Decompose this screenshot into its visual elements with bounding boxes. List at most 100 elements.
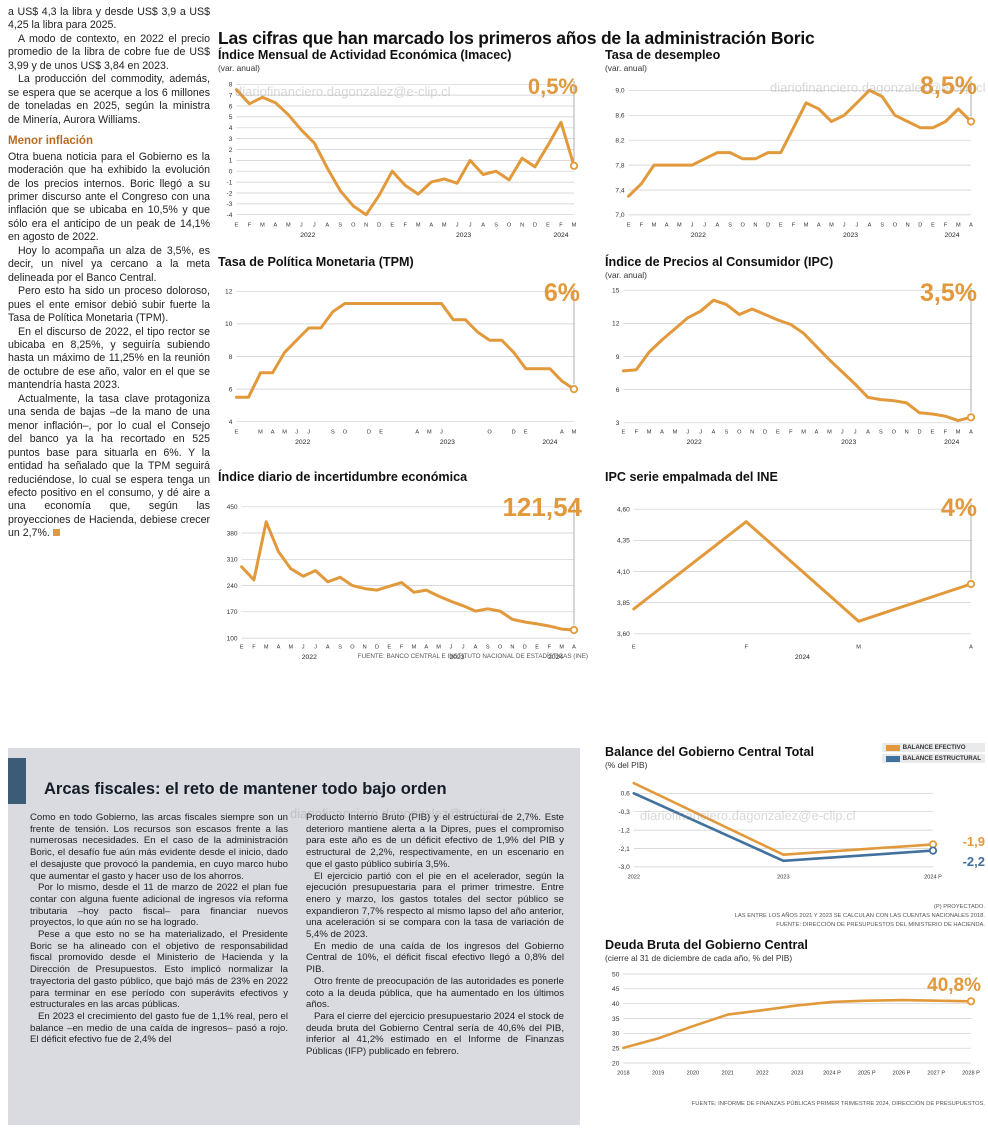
svg-text:10: 10 <box>225 322 233 329</box>
svg-text:A: A <box>560 430 564 436</box>
svg-text:N: N <box>906 223 910 229</box>
chart-plot: 8,5% 9,0 8,6 8,2 7,8 7,4 7,0 E F M A M J J A S O N D E F M A M… <box>605 74 985 240</box>
legend-item-estructural: BALANCE ESTRUCTURAL <box>881 754 985 763</box>
svg-text:D: D <box>367 430 371 436</box>
latest-value-callout: 40,8% <box>927 975 981 997</box>
svg-text:170: 170 <box>227 610 238 617</box>
svg-text:M: M <box>559 645 564 651</box>
svg-text:2024 P: 2024 P <box>823 1071 841 1077</box>
svg-text:100: 100 <box>227 636 238 643</box>
svg-text:D: D <box>917 430 921 436</box>
svg-text:2022: 2022 <box>756 1071 768 1077</box>
footnote-line: FUENTE: DIRECCIÓN DE PRESUPUESTOS DEL MI… <box>776 921 985 928</box>
fiscal-paragraph: Producto Interno Bruto (PIB) y el estruc… <box>306 812 564 870</box>
svg-text:7,8: 7,8 <box>615 163 624 170</box>
svg-text:-4: -4 <box>227 212 233 219</box>
article-paragraph-text: Actualmente, la tasa clave protagoniza u… <box>8 392 210 540</box>
svg-text:A: A <box>326 645 330 651</box>
svg-text:A: A <box>660 430 664 436</box>
legend-swatch-blue <box>885 755 900 762</box>
svg-text:A: A <box>969 645 973 651</box>
svg-text:4: 4 <box>229 419 233 426</box>
svg-text:D: D <box>377 223 381 229</box>
svg-text:O: O <box>351 223 356 229</box>
chart-title: Índice Mensual de Actividad Económica (I… <box>218 48 512 62</box>
svg-text:2025 P: 2025 P <box>858 1071 876 1077</box>
chart-subtitle <box>218 270 588 281</box>
svg-text:M: M <box>427 430 432 436</box>
legend-label: BALANCE EFECTIVO <box>902 744 966 751</box>
fiscal-paragraph: Otro frente de preocupación de las autor… <box>306 975 564 1011</box>
svg-text:30: 30 <box>612 1031 620 1038</box>
chart-card-ipc-ine: IPC serie empalmada del INE 4% 4,60 4,35 4… <box>605 470 985 661</box>
svg-text:2023: 2023 <box>440 439 455 446</box>
svg-text:D: D <box>375 645 379 651</box>
svg-text:3: 3 <box>229 136 233 143</box>
svg-text:2028 P: 2028 P <box>962 1071 980 1077</box>
svg-text:2024: 2024 <box>548 654 563 661</box>
svg-text:O: O <box>741 223 746 229</box>
svg-text:-0,3: -0,3 <box>618 809 630 816</box>
svg-text:A: A <box>415 430 419 436</box>
svg-text:6: 6 <box>616 387 620 394</box>
svg-text:F: F <box>400 645 404 651</box>
svg-text:M: M <box>856 645 861 651</box>
article-paragraph: Otra buena noticia para el Gobierno es l… <box>8 150 210 244</box>
svg-text:2022: 2022 <box>295 439 310 446</box>
svg-text:S: S <box>338 223 342 229</box>
svg-text:2024 P: 2024 P <box>924 875 942 881</box>
svg-text:E: E <box>235 430 239 436</box>
svg-text:E: E <box>240 645 244 651</box>
svg-text:J: J <box>456 223 459 229</box>
section-accent-bar <box>8 758 26 804</box>
svg-text:A: A <box>969 430 973 436</box>
svg-text:E: E <box>931 223 935 229</box>
fiscal-section-title: Arcas fiscales: el reto de mantener todo… <box>44 779 447 798</box>
svg-text:J: J <box>440 430 443 436</box>
svg-text:15: 15 <box>612 288 620 295</box>
svg-text:M: M <box>442 223 447 229</box>
svg-text:-2,1: -2,1 <box>618 846 630 853</box>
svg-text:S: S <box>331 430 335 436</box>
legend-label: BALANCE ESTRUCTURAL <box>902 755 981 762</box>
svg-text:O: O <box>343 430 348 436</box>
svg-text:2021: 2021 <box>721 1071 733 1077</box>
svg-text:40: 40 <box>612 1001 620 1008</box>
svg-text:J: J <box>699 430 702 436</box>
svg-text:N: N <box>363 645 367 651</box>
fiscal-paragraph: Para el cierre del ejercicio presupuesta… <box>306 1010 564 1058</box>
svg-text:7,4: 7,4 <box>615 188 624 195</box>
svg-text:E: E <box>524 430 528 436</box>
svg-text:2: 2 <box>229 147 233 154</box>
svg-text:M: M <box>827 430 832 436</box>
svg-text:E: E <box>779 223 783 229</box>
svg-text:A: A <box>429 223 433 229</box>
svg-text:2023: 2023 <box>791 1071 803 1077</box>
svg-text:M: M <box>956 430 961 436</box>
svg-text:2022: 2022 <box>687 439 702 446</box>
article-paragraph: Pero esto ha sido un proceso doloroso, p… <box>8 285 210 325</box>
latest-value-callout: 3,5% <box>920 279 977 308</box>
svg-text:M: M <box>258 430 263 436</box>
svg-text:2022: 2022 <box>302 654 317 661</box>
page-title: Las cifras que han marcado los primeros … <box>218 27 815 48</box>
svg-text:O: O <box>893 223 898 229</box>
svg-text:F: F <box>944 223 948 229</box>
svg-text:2018: 2018 <box>617 1071 629 1077</box>
latest-value-callout: 4% <box>940 494 977 523</box>
chart-subtitle <box>605 485 985 496</box>
balance-footnotes: (P) PROYECTADO. LAS ENTRE LOS AÑOS 2021 … <box>605 903 985 930</box>
fiscal-paragraph: Pese a que esto no se ha materializado, … <box>30 929 288 1011</box>
svg-text:2024: 2024 <box>944 232 959 239</box>
svg-text:D: D <box>512 430 516 436</box>
svg-text:J: J <box>307 430 310 436</box>
fiscal-text-column-2: Producto Interno Bruto (PIB) y el estruc… <box>306 812 564 1118</box>
svg-text:E: E <box>632 645 636 651</box>
svg-text:2024: 2024 <box>795 654 810 661</box>
desempleo-line-chart: 9,08,68,27,87,47,0E F M A M J J A S O N D E F M A M J J A S O… <box>615 81 976 239</box>
svg-text:M: M <box>416 223 421 229</box>
article-paragraph: La producción del commodity, además, se … <box>8 73 210 126</box>
fiscal-paragraph: Como en todo Gobierno, las arcas fiscale… <box>30 812 288 882</box>
